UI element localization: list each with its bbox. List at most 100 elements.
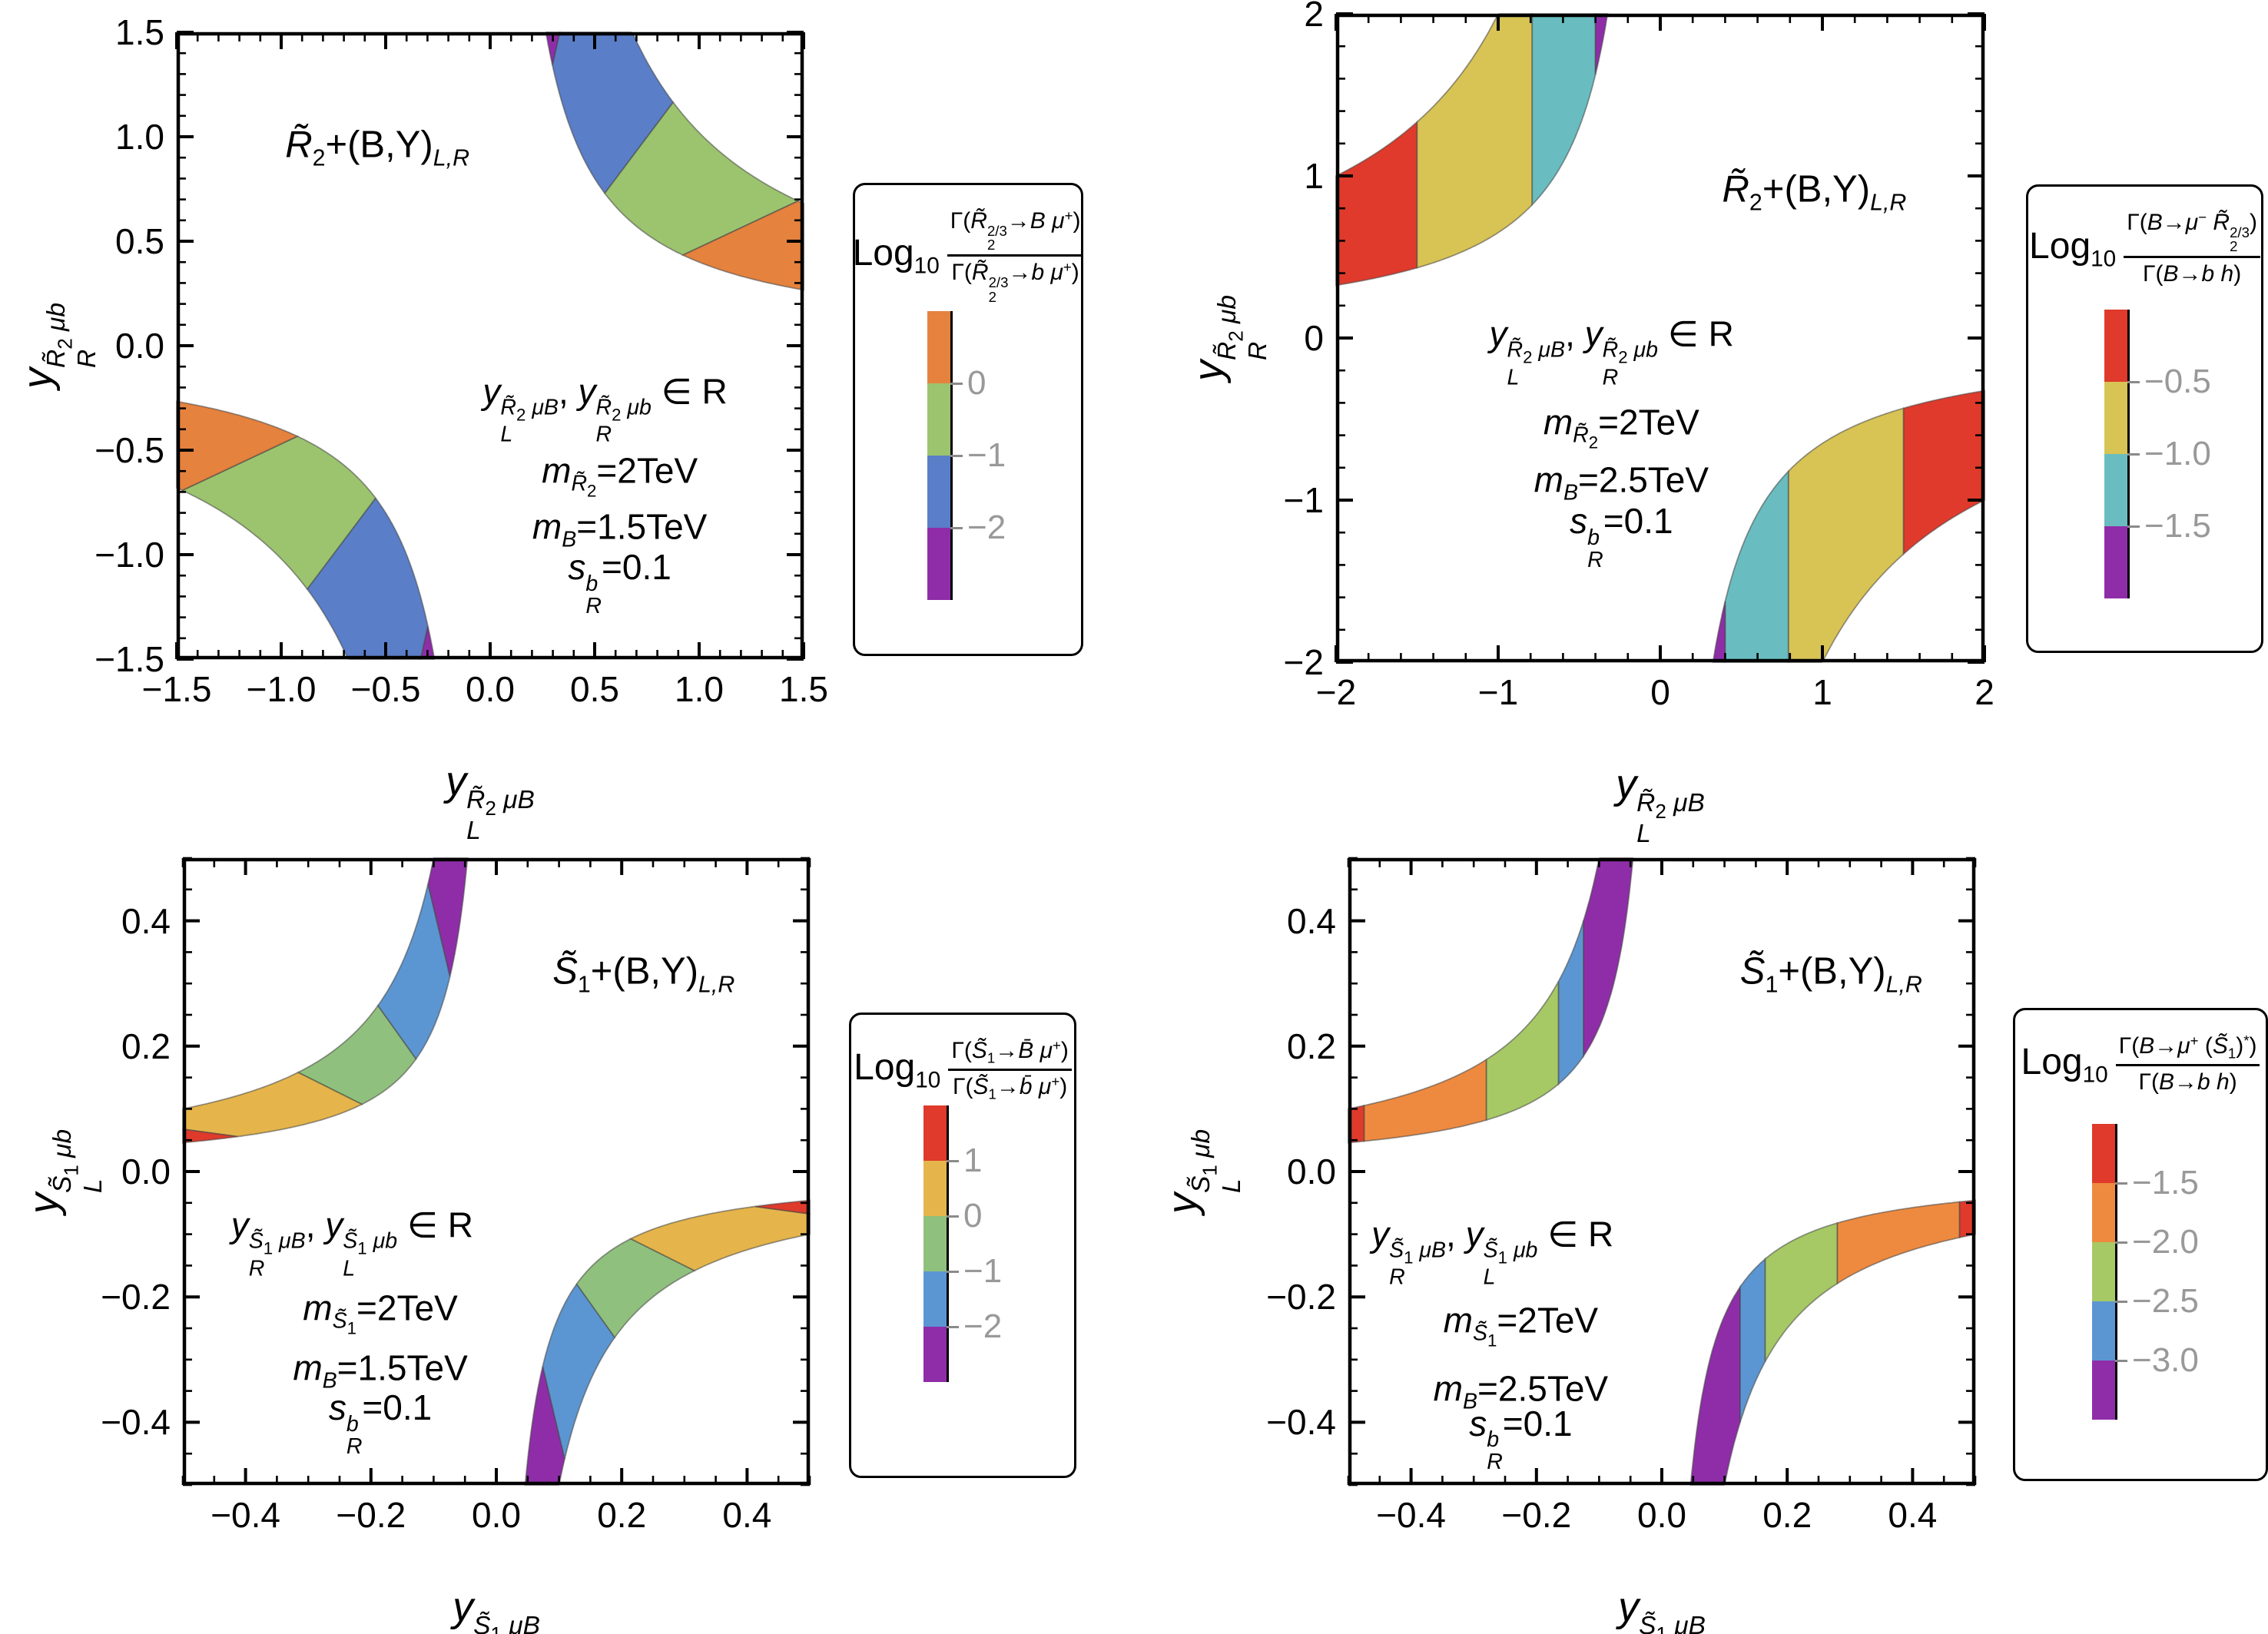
math-text: μB xyxy=(1532,337,1566,363)
math-text: R̃ xyxy=(1722,168,1749,210)
math-text: 1 xyxy=(59,1165,83,1176)
colorbar-segment-purple xyxy=(927,528,950,600)
axis-ticks xyxy=(1335,12,1986,664)
math-text: 2 xyxy=(1749,189,1762,216)
math-text: 1 xyxy=(346,1317,357,1337)
axis-ticks xyxy=(175,31,805,661)
legend-top-left: Log10 Γ(R̃ 2/3 2 →B μ+) Γ(R̃ 2/3 2 →b μ+) 0 −1 −2 xyxy=(852,183,1084,656)
math-text: 1 xyxy=(988,1085,996,1102)
legend-title-top-right: Log10 Γ(B→μ− R̃ 2/3 2) Γ(B→b h) xyxy=(2028,208,2261,289)
y-tick-label-bottom-right: 0.0 xyxy=(1287,1152,1336,1192)
annotation-bottom-right-3: s b R =0.1 xyxy=(1469,1403,1572,1473)
subscript: 1 xyxy=(1198,1165,1221,1176)
math-text: 2/3 xyxy=(988,273,1009,290)
colorbar-segment-orange xyxy=(927,311,950,383)
x-tick-label-top-right: −2 xyxy=(1315,672,1357,712)
math-text: s xyxy=(568,547,586,588)
math-text: R̃ xyxy=(1212,341,1242,360)
math-text: m xyxy=(1543,402,1573,442)
subscript: 2 xyxy=(1589,433,1598,452)
math-text: 2 xyxy=(53,338,77,350)
math-text: R xyxy=(1602,365,1619,390)
math-text: S̃ xyxy=(2212,1033,2228,1059)
x-tick-label-top-right: 0 xyxy=(1650,672,1670,712)
colorbar-segment-purple xyxy=(923,1327,947,1382)
plot-bottom-left xyxy=(181,857,811,1487)
math-text: + xyxy=(2190,1032,2199,1049)
x-tick-label-bottom-left: 0.4 xyxy=(722,1495,772,1535)
math-text: 2/3 xyxy=(2230,224,2250,240)
y-tick-label-top-left: 0.0 xyxy=(115,326,164,366)
legend-title-top-left: Log10 Γ(R̃ 2/3 2 →B μ+) Γ(R̃ 2/3 2 →b μ+) xyxy=(852,207,1084,305)
annotation-bottom-left-0: y S̃1 μB R, y S̃1 μb L ∈ R xyxy=(231,1205,473,1281)
panel-title-top-right: R̃2+(B,Y)L,R xyxy=(1723,168,1907,217)
colorbar-tick xyxy=(947,1271,959,1273)
math-text: 1 xyxy=(1656,1622,1667,1634)
y-axis-label-top-left: y R̃2 μb R xyxy=(14,303,101,389)
math-text xyxy=(1033,1038,1040,1063)
colorbar-tick xyxy=(950,527,963,529)
subscript: 1 xyxy=(2228,1046,2236,1062)
math-text: B xyxy=(1563,480,1578,505)
math-text: y xyxy=(1159,1193,1206,1215)
math-text: 2 xyxy=(1655,799,1666,823)
annotation-top-left-0: y R̃2 μB L, y R̃2 μb R ∈ R xyxy=(482,370,727,446)
annotation-bottom-left-1: mS̃1=2TeV xyxy=(303,1287,457,1338)
math-text: m xyxy=(303,1288,333,1328)
math-text: R̃ xyxy=(2213,210,2230,236)
band-top-right-1-red xyxy=(1902,389,1985,556)
math-text: L,R xyxy=(1885,971,1922,998)
band-top-right-1-purple xyxy=(1712,601,1726,663)
math-text: y xyxy=(446,758,467,804)
stacked-scripts: R̃2 μB L xyxy=(500,396,559,446)
subscript: 1 xyxy=(347,1318,356,1337)
math-text: R̃ xyxy=(571,471,588,496)
math-text: =2TeV xyxy=(596,450,698,491)
band-bottom-right-1-purple xyxy=(1689,1284,1741,1486)
math-text: + xyxy=(1064,207,1073,224)
math-text: Γ( xyxy=(2142,261,2164,287)
colorbar-tick-label: −1 xyxy=(963,1252,1003,1290)
colorbar-tick xyxy=(2115,1301,2127,1303)
y-tick-label-top-right: −2 xyxy=(1283,642,1324,682)
stacked-scripts: S̃1 μb L xyxy=(48,1129,108,1194)
math-text: Γ( xyxy=(2118,1033,2140,1059)
math-text: S̃ xyxy=(48,1175,77,1194)
annotation-top-right-3: s b R =0.1 xyxy=(1570,500,1673,571)
math-text: s xyxy=(1570,501,1588,542)
legend-title-bottom-right: Log10 Γ(B→μ+ (S̃1)*) Γ(B→b h) xyxy=(2015,1032,2266,1096)
annotation-top-left-2: mB=1.5TeV xyxy=(532,506,707,553)
x-tick-label-top-left: −0.5 xyxy=(350,669,421,709)
math-text: + xyxy=(1053,1037,1061,1053)
subscript: 2 xyxy=(587,481,596,500)
legend-log-base: 10 xyxy=(2082,1061,2108,1087)
y-tick-label-bottom-left: −0.2 xyxy=(101,1277,171,1317)
math-text: b xyxy=(1587,525,1600,550)
x-tick-label-top-left: 0.5 xyxy=(570,669,619,709)
legend-top-right: Log10 Γ(B→μ− R̃ 2/3 2) Γ(B→b h) −0.5 −1.0 −1.5 xyxy=(2026,184,2263,653)
math-text: ∈ R xyxy=(397,1205,473,1245)
math-text: b h xyxy=(2197,1069,2230,1095)
math-text: ) xyxy=(2229,1069,2237,1095)
y-tick-label-top-right: 2 xyxy=(1304,0,1324,34)
math-text: L xyxy=(1483,1264,1496,1290)
annotation-bottom-left-2: mB=1.5TeV xyxy=(293,1347,467,1394)
colorbar-segment-purple xyxy=(2104,526,2127,598)
math-text: L xyxy=(466,817,481,846)
math-text: ∈ R xyxy=(651,371,728,412)
colorbar-tick-label: −2 xyxy=(967,509,1006,546)
legend-log10: Log10 xyxy=(852,233,940,279)
subscript: 1 xyxy=(578,971,591,997)
math-text: 2 xyxy=(1224,330,1248,342)
axis-ticks xyxy=(1347,857,1977,1487)
math-text: 1 xyxy=(357,1238,367,1258)
x-tick-label-bottom-left: 0.2 xyxy=(597,1495,647,1535)
colorbar-tick-label: 0 xyxy=(967,364,986,402)
subscript: S̃1 xyxy=(333,1308,356,1337)
legend-ratio-fraction: Γ(B→μ+ (S̃1)*) Γ(B→b h) xyxy=(2115,1032,2260,1096)
math-text: y xyxy=(1465,1214,1484,1255)
colorbar-tick-label: −1.0 xyxy=(2144,435,2211,472)
